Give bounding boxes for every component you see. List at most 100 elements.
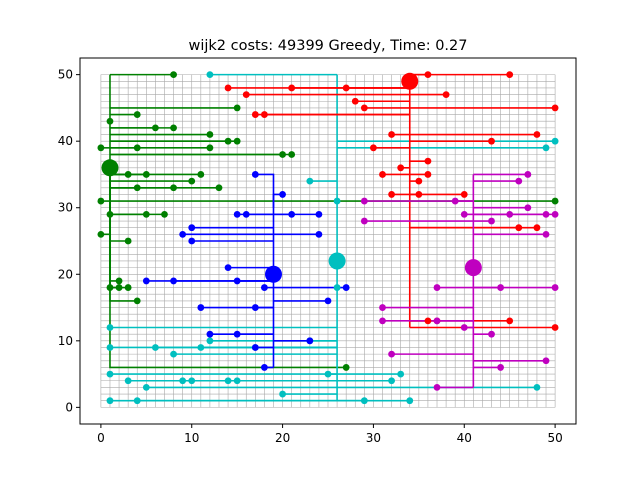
house-marker-red [288, 84, 296, 92]
house-marker-red [533, 131, 541, 138]
house-marker-green [106, 284, 114, 291]
house-marker-red [424, 171, 432, 178]
house-marker-magenta [433, 284, 441, 291]
house-marker-magenta [488, 217, 495, 225]
house-marker-cyan [106, 324, 114, 331]
house-marker-blue [315, 210, 323, 218]
house-marker-magenta [497, 364, 505, 371]
battery-marker-green [101, 159, 119, 177]
cable-branch-green [109, 167, 120, 282]
house-marker-blue [315, 230, 323, 238]
house-marker-magenta [451, 197, 459, 205]
house-marker-magenta [542, 357, 550, 365]
house-marker-red [388, 191, 395, 198]
house-marker-green [115, 277, 123, 285]
house-marker-cyan [188, 377, 196, 385]
house-markers [97, 71, 559, 405]
y-tick-label: 40 [58, 134, 73, 148]
y-tick-label: 20 [58, 267, 73, 281]
house-marker-green [233, 137, 241, 145]
house-marker-red [370, 144, 377, 152]
house-marker-green [142, 171, 150, 178]
house-marker-green [170, 71, 177, 79]
house-marker-cyan [106, 344, 114, 351]
house-marker-green [124, 237, 132, 245]
house-marker-red [379, 171, 386, 178]
house-marker-green [215, 184, 223, 192]
house-marker-cyan [397, 370, 405, 378]
x-tick-label: 10 [184, 431, 199, 445]
house-marker-green [124, 171, 132, 178]
house-marker-cyan [551, 137, 559, 145]
house-marker-green [133, 184, 141, 192]
house-marker-red [242, 91, 250, 98]
axis-ticks: 0 10 20 30 40 50 0 10 20 30 40 50 [58, 68, 563, 445]
house-marker-green [551, 197, 559, 205]
house-marker-red [251, 111, 259, 118]
house-marker-red [224, 84, 232, 92]
house-marker-blue [306, 337, 314, 345]
house-marker-red [424, 157, 432, 165]
x-tick-label: 0 [97, 431, 105, 445]
house-marker-cyan [106, 397, 114, 405]
house-marker-green [124, 284, 132, 291]
house-marker-green [170, 124, 177, 132]
house-marker-green [97, 230, 105, 238]
house-marker-green [233, 104, 241, 112]
house-marker-magenta [460, 210, 468, 218]
house-marker-blue [206, 330, 214, 338]
house-marker-cyan [206, 337, 214, 345]
house-marker-green [133, 297, 141, 305]
house-marker-green [288, 151, 296, 158]
house-marker-cyan [233, 377, 241, 385]
house-marker-cyan [151, 344, 159, 351]
cable-branch-green [109, 167, 556, 202]
house-marker-blue [142, 277, 150, 285]
house-marker-cyan [170, 350, 177, 358]
house-marker-green [188, 177, 196, 185]
battery-marker-cyan [328, 252, 346, 270]
house-marker-green [197, 171, 205, 178]
house-marker-cyan [533, 384, 541, 391]
house-marker-red [506, 71, 514, 79]
battery-marker-magenta [464, 259, 482, 277]
battery-marker-blue [264, 265, 282, 283]
y-tick-label: 10 [58, 334, 73, 348]
house-marker-blue [197, 304, 205, 311]
house-marker-magenta [515, 177, 523, 185]
house-marker-blue [233, 330, 241, 338]
house-marker-red [342, 84, 350, 92]
house-marker-blue [324, 297, 332, 305]
house-marker-green [142, 210, 150, 218]
house-marker-magenta [388, 350, 395, 358]
house-marker-cyan [333, 197, 341, 205]
house-marker-cyan [542, 144, 550, 152]
house-marker-cyan [279, 390, 286, 398]
grid [100, 74, 556, 408]
cable-branch-green [109, 167, 174, 189]
house-marker-green [206, 131, 214, 138]
y-tick-label: 0 [65, 400, 73, 414]
house-marker-green [133, 144, 141, 152]
house-marker-cyan [106, 370, 114, 378]
x-tick-label: 20 [275, 431, 290, 445]
house-marker-magenta [524, 204, 532, 212]
house-marker-green [106, 210, 114, 218]
house-marker-blue [251, 304, 259, 311]
house-marker-cyan [197, 344, 205, 351]
house-marker-green [206, 144, 214, 152]
house-marker-red [506, 317, 514, 325]
y-tick-label: 30 [58, 201, 73, 215]
house-marker-green [133, 111, 141, 118]
house-marker-red [442, 91, 450, 98]
house-marker-cyan [324, 370, 332, 378]
x-tick-label: 40 [457, 431, 472, 445]
house-marker-blue [188, 237, 196, 245]
house-marker-red [397, 164, 405, 172]
house-marker-magenta [360, 217, 368, 225]
house-marker-magenta [524, 171, 532, 178]
house-marker-magenta [551, 210, 559, 218]
house-marker-blue [188, 224, 196, 232]
house-marker-red [261, 111, 268, 118]
